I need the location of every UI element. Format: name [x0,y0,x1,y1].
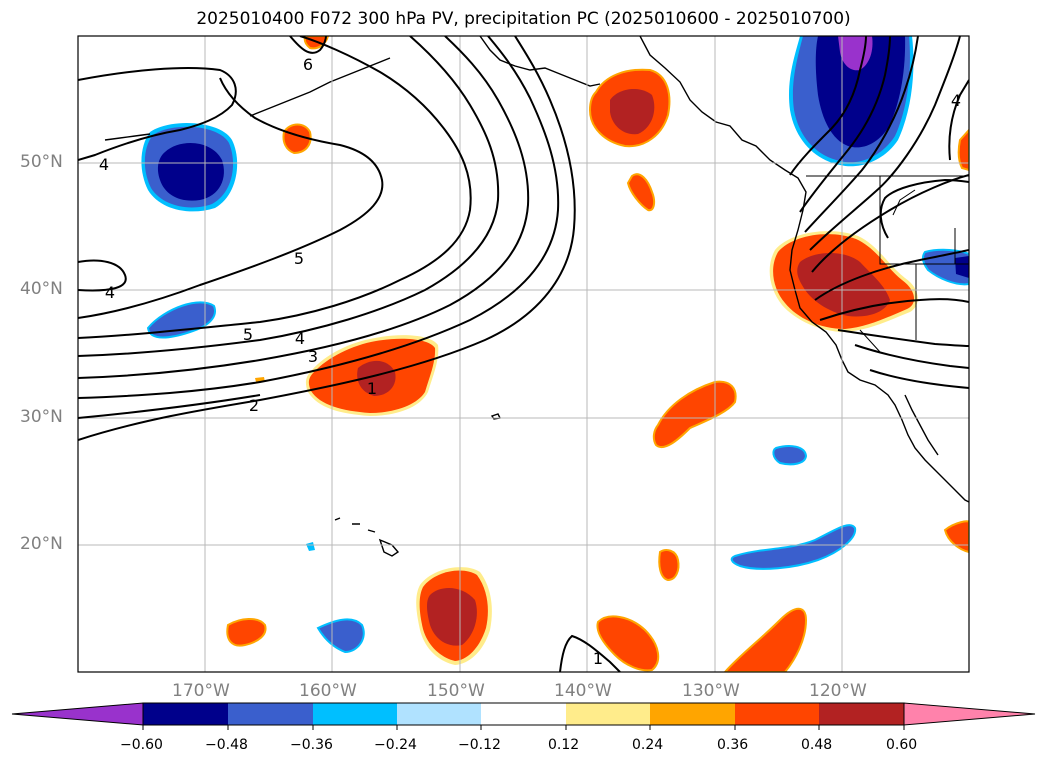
map-frame [77,35,970,673]
map-title: 2025010400 F072 300 hPa PV, precipitatio… [196,9,851,29]
pv-contour-east-12 [948,79,969,161]
pv-contour-east-1 [789,36,867,176]
state-borders [806,175,969,353]
pv-contour-east-11 [879,178,969,239]
positive-anomaly-east-central [652,380,737,448]
pv-label: 3 [308,347,318,366]
pv-contour-east-9 [854,344,969,369]
positive-anomaly-small-north [282,123,312,155]
positive-anomaly-small-right [957,128,969,172]
pv-contour-2-low [78,394,261,419]
negative-anomaly-hawaii-south [316,618,365,654]
pv-contour-5-main [78,77,384,319]
pv-label: 4 [99,155,109,174]
negative-anomaly-sw-alaska [141,122,238,212]
pv-contour-2 [78,36,560,399]
pv-label: 5 [243,325,253,344]
colorbar-arrow-left [11,702,144,726]
pv-label: 6 [303,55,313,74]
colorbar-tick-label: −0.60 [120,737,163,753]
pv-contour-east-10 [869,369,969,389]
colorbar-tick-label: −0.48 [205,737,248,753]
pv-contour-east-5 [811,174,969,273]
colorbar-tick-label: 0.12 [548,737,580,753]
pv-label: 1 [593,649,603,668]
pv-contour-1-south [559,634,621,672]
pv-contour-labels: 6 4 4 5 5 4 3 2 1 1 4 [99,55,961,668]
pv-contour-3 [78,36,530,379]
lon-label: 120°W [809,681,867,701]
lon-label: 130°W [682,681,740,701]
pv-label: 1 [367,379,377,398]
pv-label: 4 [105,283,115,302]
colorbar-tick-label: 0.60 [886,737,918,753]
lat-label: 50°N [20,152,63,172]
lon-label: 160°W [299,681,357,701]
colorbar-tick-label: −0.36 [290,737,333,753]
pv-contour-4-northwest [78,67,237,161]
pv-label: 4 [295,329,305,348]
lat-label: 20°N [20,534,63,554]
gridlines [78,36,969,672]
lat-label: 40°N [20,279,63,299]
positive-anomaly-california [769,231,918,332]
negative-anomaly-east-pacific [772,445,808,466]
precip-shading [141,36,969,672]
colorbar-tick-label: 0.48 [801,737,833,753]
pv-contours [78,36,969,672]
pv-contour-5-east [78,36,472,339]
pv-contour-east-3 [804,36,919,233]
positive-anomaly-far-southwest [226,618,267,647]
pv-contour-4 [78,36,500,357]
pv-contour-east-6 [814,249,969,301]
pv-contour-6 [289,36,327,54]
pv-contour-east-2 [799,36,891,213]
colorbar-arrow-right [903,702,1036,726]
pv-contour-4-main [78,259,127,292]
pv-contour-east-8 [837,329,969,347]
lat-label: 30°N [20,407,63,427]
pv-contour-east-4 [809,36,961,251]
lon-label: 150°W [427,681,485,701]
positive-anomaly-south [596,615,660,672]
colorbar [11,702,1036,730]
pv-label: 2 [249,396,259,415]
lon-label: 170°W [172,681,230,701]
pv-label: 5 [294,249,304,268]
positive-anomaly-south-hawaii [416,567,492,665]
pv-contour-east-7 [819,298,969,321]
colorbar-tick-label: −0.12 [458,737,501,753]
pv-label: 4 [951,91,961,110]
positive-anomaly-southeast [723,607,808,672]
lon-label: 140°W [554,681,612,701]
pv-contour-1 [78,36,576,441]
colorbar-tick-label: 0.36 [717,737,749,753]
colorbar-tick-label: −0.24 [374,737,417,753]
negative-anomaly-tropics [730,524,857,570]
colorbar-tick-label: 0.24 [632,737,664,753]
positive-anomaly-north-pacific [626,173,656,212]
